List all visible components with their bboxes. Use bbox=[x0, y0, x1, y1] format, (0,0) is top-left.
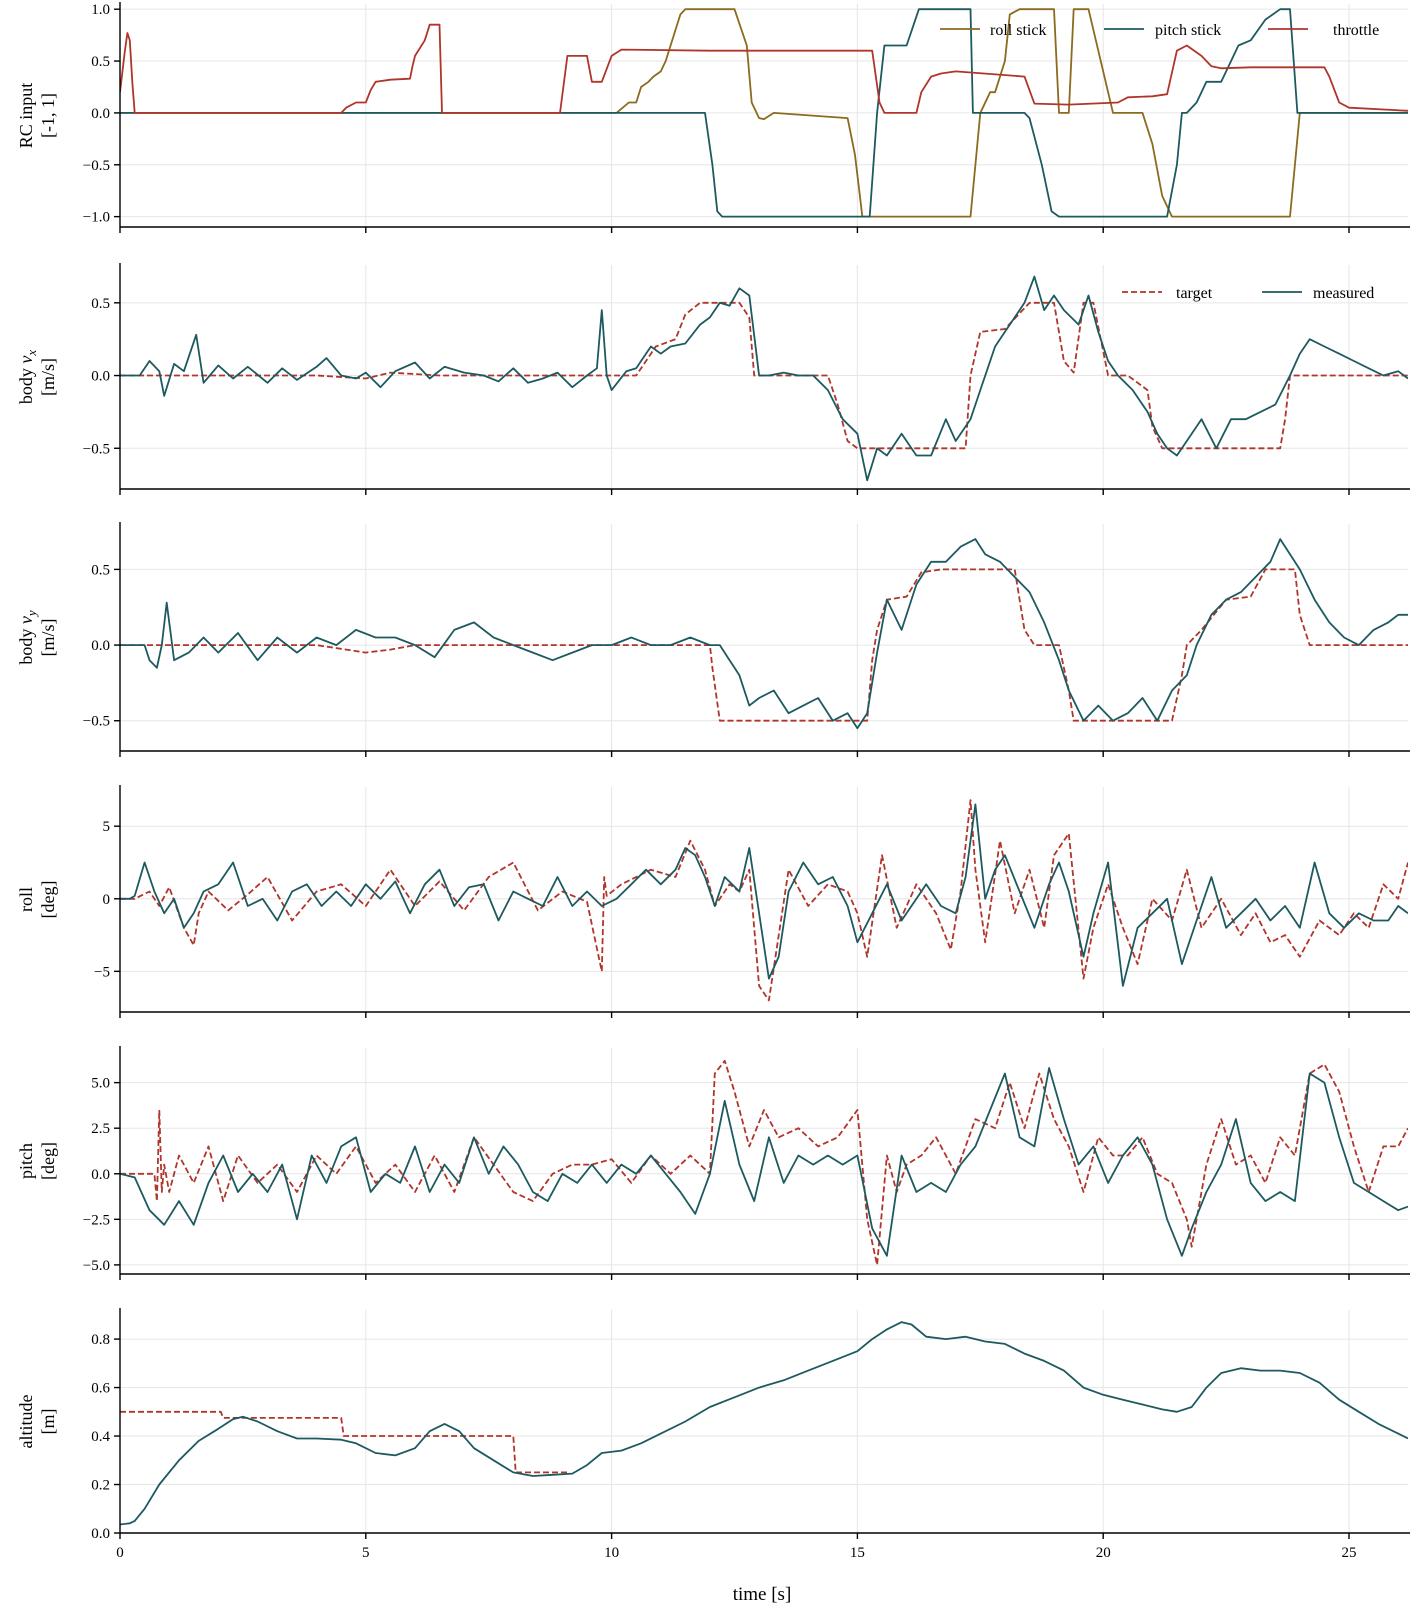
y-tick-label: −1.0 bbox=[83, 210, 110, 226]
y-tick-label: 0.0 bbox=[91, 638, 110, 654]
legend-label: throttle bbox=[1333, 22, 1379, 39]
y-tick-label: −2.5 bbox=[83, 1212, 110, 1228]
y-tick-label: 1.0 bbox=[91, 2, 110, 18]
series-line-measured bbox=[120, 1321, 1408, 1526]
series-line-measured bbox=[120, 275, 1408, 482]
panel-6: 0 5 10 15 20 25 0.0 0.2 0.4 0.6 0.8 altitude [m] bbox=[16, 1308, 1410, 1561]
y-axis-label-line-1: altitude bbox=[16, 1394, 36, 1448]
x-tick-label: 0 bbox=[116, 1545, 124, 1561]
panel-2: −0.5 0.0 0.5 body vx[m/s] target measured bbox=[16, 263, 1410, 495]
panel-3: −0.5 0.0 0.5 body vy[m/s] bbox=[16, 522, 1410, 757]
legend: target measured bbox=[1122, 285, 1374, 302]
y-tick-label: 0.5 bbox=[91, 562, 110, 578]
y-tick-label: 2.5 bbox=[91, 1121, 110, 1137]
y-tick-label: 0.5 bbox=[91, 296, 110, 312]
y-axis-label-line-1: body vx bbox=[16, 350, 39, 405]
y-tick-label: 0.8 bbox=[91, 1332, 110, 1348]
legend-label: pitch stick bbox=[1155, 22, 1221, 39]
y-axis-label-line-1: roll bbox=[16, 887, 36, 912]
series-line-throttle bbox=[120, 23, 1408, 114]
y-tick-label: −0.5 bbox=[83, 158, 110, 174]
y-axis-label-line-1: body vy bbox=[16, 610, 39, 665]
series-line-pitch-stick bbox=[120, 8, 1408, 218]
legend-label: target bbox=[1176, 285, 1213, 302]
y-axis-label-line-2: [deg] bbox=[38, 881, 58, 919]
y-axis-label-line-1: pitch bbox=[16, 1143, 36, 1179]
y-axis-label: altitude [m] bbox=[16, 1394, 58, 1448]
y-tick-label: 0.5 bbox=[91, 54, 110, 70]
y-axis-label-line-2: [-1, 1] bbox=[38, 93, 58, 138]
y-axis-label: RC input [-1, 1] bbox=[16, 83, 58, 149]
y-axis-label-prefix: body bbox=[16, 624, 36, 665]
y-tick-label: 5 bbox=[103, 819, 111, 835]
series-line-measured bbox=[120, 803, 1408, 987]
x-tick-label: 10 bbox=[604, 1545, 619, 1561]
y-tick-label: −5 bbox=[94, 964, 110, 980]
y-axis-label-var: v bbox=[16, 616, 36, 624]
panel-5: −5.0 −2.5 0.0 2.5 5.0 pitch [deg] bbox=[16, 1046, 1410, 1280]
y-tick-label: 0.0 bbox=[91, 1526, 110, 1542]
y-tick-label: 0.0 bbox=[91, 369, 110, 385]
y-axis-label-sub: y bbox=[24, 610, 39, 618]
panel-4: −5 0 5 roll [deg] bbox=[16, 785, 1410, 1018]
y-tick-label: 0.0 bbox=[91, 106, 110, 122]
y-axis-label-line-2: [m/s] bbox=[38, 358, 58, 396]
x-tick-label: 5 bbox=[362, 1545, 370, 1561]
y-axis-label: pitch [deg] bbox=[16, 1142, 58, 1180]
y-axis-label: body vy[m/s] bbox=[16, 610, 58, 665]
legend-label: measured bbox=[1313, 285, 1374, 302]
y-tick-label: −0.5 bbox=[83, 714, 110, 730]
y-tick-label: −5.0 bbox=[83, 1258, 110, 1274]
series-line-roll-stick bbox=[120, 8, 1408, 218]
y-tick-label: 0.2 bbox=[91, 1478, 110, 1494]
y-tick-label: 0.6 bbox=[91, 1381, 110, 1397]
y-axis-label-line-1: RC input bbox=[16, 83, 36, 149]
series-line-target bbox=[120, 1059, 1408, 1266]
y-axis-label: roll [deg] bbox=[16, 881, 58, 919]
x-tick-label: 15 bbox=[850, 1545, 865, 1561]
y-tick-label: 5.0 bbox=[91, 1076, 110, 1092]
y-tick-label: −0.5 bbox=[83, 441, 110, 457]
panel-1: −1.0 −0.5 0.0 0.5 1.0 RC input [-1, 1] roll sti… bbox=[16, 2, 1410, 233]
y-tick-label: 0.0 bbox=[91, 1167, 110, 1183]
y-axis-label: body vx[m/s] bbox=[16, 350, 58, 405]
y-axis-label-line-2: [m/s] bbox=[38, 619, 58, 657]
series-line-measured bbox=[120, 538, 1408, 730]
x-tick-label: 25 bbox=[1342, 1545, 1357, 1561]
y-axis-label-var: v bbox=[16, 356, 36, 364]
y-axis-label-sub: x bbox=[24, 350, 39, 357]
x-axis-title: time [s] bbox=[733, 1584, 792, 1605]
y-axis-label-prefix: body bbox=[16, 364, 36, 405]
series-line-target bbox=[120, 1410, 568, 1474]
x-tick-label: 20 bbox=[1096, 1545, 1111, 1561]
y-tick-label: 0 bbox=[103, 892, 111, 908]
series-line-measured bbox=[120, 1067, 1408, 1257]
legend-label: roll stick bbox=[990, 22, 1046, 39]
series-line-target bbox=[120, 301, 1408, 450]
y-tick-label: 0.4 bbox=[91, 1429, 110, 1445]
y-axis-label-line-2: [m] bbox=[38, 1409, 58, 1435]
series-line-target bbox=[120, 799, 1408, 1002]
legend: roll stick pitch stick throttle bbox=[940, 22, 1379, 39]
y-axis-label-line-2: [deg] bbox=[38, 1142, 58, 1180]
